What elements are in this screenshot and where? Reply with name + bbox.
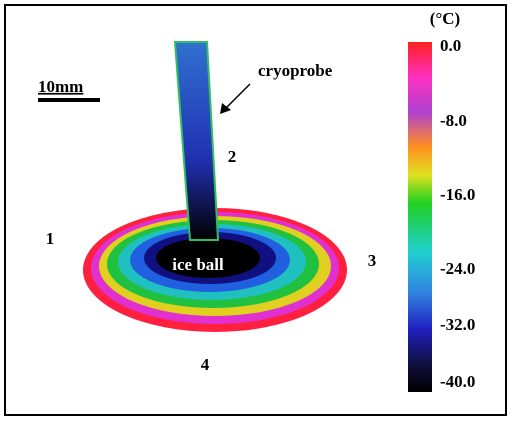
colorbar-tick-label: -16.0: [440, 185, 475, 204]
colorbar-tick-label: -24.0: [440, 259, 475, 278]
point-label: 2: [228, 147, 237, 166]
cryoprobe: [173, 41, 220, 241]
point-label: 4: [201, 355, 210, 374]
scale-label: 10mm: [38, 77, 83, 96]
ice-ball-label: ice ball: [172, 255, 224, 274]
probe-label: cryoprobe: [258, 61, 333, 80]
arrow: [223, 83, 251, 111]
colorbar: [408, 42, 432, 392]
point-label: 1: [46, 229, 55, 248]
colorbar-tick-label: -8.0: [440, 111, 467, 130]
arrow-head: [220, 103, 231, 114]
colorbar-tick-label: 0.0: [440, 36, 461, 55]
colorbar-unit: (°C): [430, 9, 460, 28]
colorbar-tick-label: -32.0: [440, 315, 475, 334]
point-label: 3: [368, 251, 377, 270]
colorbar-tick-label: -40.0: [440, 372, 475, 391]
ice-ball: [83, 208, 347, 332]
